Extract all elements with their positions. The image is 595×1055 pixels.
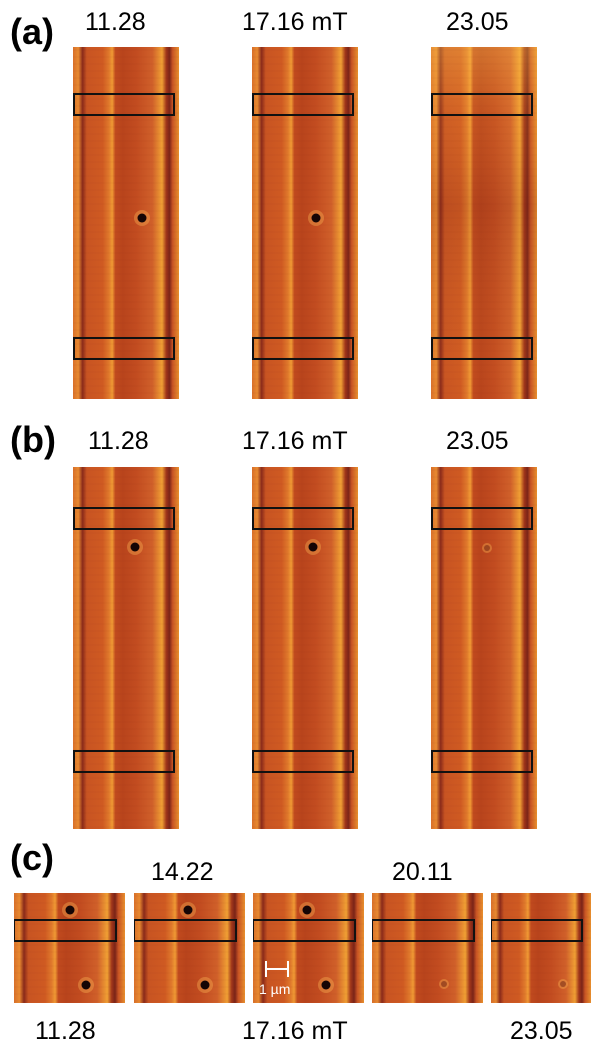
field-label-c-bottom-3: 23.05 bbox=[510, 1017, 573, 1045]
mfm-image-c-2 bbox=[134, 893, 245, 1003]
panel-label-a: (a) bbox=[10, 11, 54, 52]
mfm-image-c-3: 1 µm bbox=[253, 893, 364, 1003]
skyrmion-dot bbox=[183, 905, 193, 915]
mfm-image-b-3 bbox=[431, 467, 537, 829]
skyrmion-dot bbox=[200, 980, 210, 990]
field-label-a-2: 17.16 mT bbox=[242, 8, 348, 36]
skyrmion-dot bbox=[560, 981, 566, 987]
field-label-b-2: 17.16 mT bbox=[242, 427, 348, 455]
skyrmion-dot bbox=[441, 981, 447, 987]
mfm-image-a-3 bbox=[431, 47, 537, 399]
field-label-c-bottom-1: 11.28 bbox=[35, 1017, 96, 1045]
mfm-image-c-1 bbox=[14, 893, 125, 1003]
skyrmion-dot bbox=[65, 905, 75, 915]
mfm-image-a-2 bbox=[252, 47, 358, 399]
skyrmion-dot bbox=[308, 542, 318, 552]
mfm-image-b-1 bbox=[73, 467, 179, 829]
mfm-image-c-4 bbox=[372, 893, 483, 1003]
field-label-a-1: 11.28 bbox=[85, 8, 146, 36]
field-label-a-3: 23.05 bbox=[446, 8, 509, 36]
mfm-image-b-2 bbox=[252, 467, 358, 829]
skyrmion-dot bbox=[302, 905, 312, 915]
field-label-c-bottom-2: 17.16 mT bbox=[242, 1017, 348, 1045]
panel-label-b: (b) bbox=[10, 419, 56, 460]
skyrmion-dot bbox=[81, 980, 91, 990]
field-label-c-top-2: 20.11 bbox=[392, 858, 453, 886]
mfm-image-c-5 bbox=[491, 893, 591, 1003]
mfm-image-a-1 bbox=[73, 47, 179, 399]
skyrmion-dot bbox=[311, 213, 321, 223]
scale-bar bbox=[265, 961, 289, 977]
field-label-b-1: 11.28 bbox=[88, 427, 149, 455]
skyrmion-dot bbox=[321, 980, 331, 990]
skyrmion-dot bbox=[130, 542, 140, 552]
skyrmion-dot bbox=[484, 545, 490, 551]
panel-label-c: (c) bbox=[10, 837, 54, 878]
skyrmion-dot bbox=[137, 213, 147, 223]
field-label-b-3: 23.05 bbox=[446, 427, 509, 455]
scale-bar-label: 1 µm bbox=[259, 981, 291, 997]
field-label-c-top-1: 14.22 bbox=[151, 858, 214, 886]
